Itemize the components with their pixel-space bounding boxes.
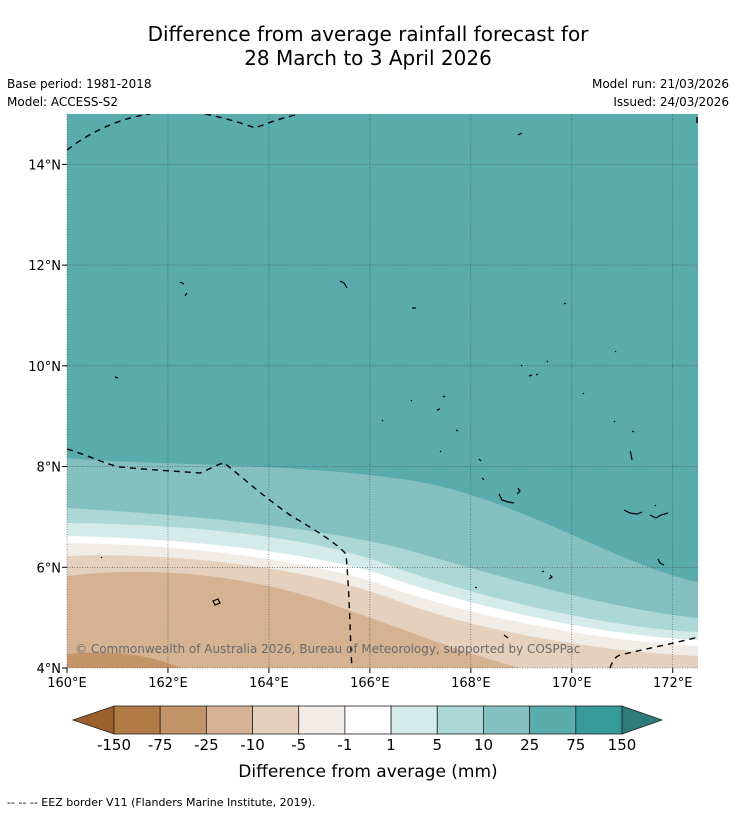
colorbar-swatch <box>159 705 207 735</box>
lat-label: 8°N <box>37 461 62 476</box>
colorbar-swatch <box>390 705 438 735</box>
island <box>114 376 119 379</box>
title-line-1: Difference from average rainfall forecas… <box>147 22 589 46</box>
eez-borders <box>67 114 698 668</box>
island <box>517 132 523 136</box>
island <box>381 419 384 422</box>
island <box>179 281 185 285</box>
lat-label: 10°N <box>28 360 61 375</box>
colorbar-tick-label: -1 <box>337 736 353 754</box>
lon-label: 160°E <box>47 676 87 691</box>
model-run-text: Model run: 21/03/2026 <box>591 77 729 91</box>
island <box>439 450 442 453</box>
island <box>548 574 553 580</box>
eez-line <box>67 448 353 668</box>
copyright-text: © Commonwealth of Australia 2026, Bureau… <box>75 642 580 656</box>
base-period-text: Base period: 1981-2018 <box>7 77 152 91</box>
model-text: Model: ACCESS-S2 <box>7 95 119 109</box>
meta-left: Base period: 1981-2018 Model: ACCESS-S2 <box>7 75 152 111</box>
colorbar <box>71 705 664 735</box>
title-line-2: 28 March to 3 April 2026 <box>244 46 492 70</box>
colorbar-swatch <box>205 705 253 735</box>
island <box>613 420 616 423</box>
colorbar-tick-label: 1 <box>386 736 396 754</box>
lon-label: 166°E <box>350 676 390 691</box>
island <box>410 399 413 402</box>
island <box>442 395 446 398</box>
band-minus10-minus25 <box>67 571 520 668</box>
island <box>541 570 545 573</box>
islands <box>100 132 669 639</box>
lon-label: 162°E <box>148 676 188 691</box>
island <box>478 458 482 462</box>
island <box>436 408 441 411</box>
island <box>516 487 521 495</box>
longitude-labels: 160°E 162°E 164°E 166°E 168°E 170°E 172°E <box>47 676 692 691</box>
colorbar-swatch <box>483 705 531 735</box>
island <box>654 504 657 507</box>
colorbar-swatch <box>252 705 300 735</box>
rainfall-contours <box>67 114 698 668</box>
colorbar-swatch <box>436 705 484 735</box>
colorbar-tick-label: 5 <box>432 736 443 754</box>
island <box>631 430 635 433</box>
colorbar-title: Difference from average (mm) <box>238 762 498 782</box>
island <box>657 558 665 566</box>
lat-label: 4°N <box>37 662 62 677</box>
island <box>498 493 515 504</box>
island <box>582 392 585 395</box>
island <box>184 292 188 297</box>
colorbar-swatch <box>344 705 392 735</box>
graticule <box>62 114 698 673</box>
island <box>623 509 643 515</box>
colorbar-tick-label: 25 <box>520 736 540 754</box>
colorbar-tick-label: 150 <box>607 736 637 754</box>
island <box>503 634 509 639</box>
map-title: Difference from average rainfall forecas… <box>0 22 736 70</box>
island <box>481 477 485 481</box>
lon-label: 168°E <box>451 676 491 691</box>
island <box>535 373 539 376</box>
island <box>546 360 549 363</box>
band-minus25-minus75 <box>67 652 180 668</box>
lat-label: 12°N <box>28 259 61 274</box>
colorbar-extend-high <box>621 705 664 735</box>
island <box>629 450 633 461</box>
eez-footnote: -- -- -- EEZ border V11 (Flanders Marine… <box>7 796 316 809</box>
colorbar-swatch <box>575 705 623 735</box>
island <box>528 374 533 377</box>
eez-line <box>609 636 698 668</box>
lat-label: 14°N <box>28 158 61 173</box>
island <box>455 429 459 432</box>
colorbar-tick-label: -10 <box>240 736 265 754</box>
island <box>614 350 617 353</box>
colorbar-tick-label: -75 <box>147 736 173 754</box>
colorbar-tick-label: 10 <box>473 736 493 754</box>
colorbar-tick-label: -5 <box>291 736 307 754</box>
colorbar-tick-label: 75 <box>566 736 586 754</box>
island <box>339 280 348 289</box>
lon-label: 170°E <box>552 676 592 691</box>
colorbar-swatch <box>529 705 577 735</box>
colorbar-swatch <box>113 705 161 735</box>
lat-label: 6°N <box>37 561 62 576</box>
lon-label: 164°E <box>249 676 289 691</box>
colorbar-swatch <box>298 705 346 735</box>
eez-line <box>67 114 151 151</box>
latitude-labels: 14°N 12°N 10°N 8°N 6°N 4°N <box>28 158 61 677</box>
island <box>649 512 669 519</box>
island <box>100 556 103 559</box>
issued-text: Issued: 24/03/2026 <box>613 95 729 109</box>
island <box>520 364 523 367</box>
island <box>212 598 221 606</box>
island <box>474 586 478 589</box>
island <box>563 302 567 305</box>
colorbar-tick-label: -25 <box>194 736 219 754</box>
colorbar-tick-label: -150 <box>96 736 132 754</box>
lon-label: 172°E <box>653 676 693 691</box>
colorbar-extend-low <box>71 705 115 735</box>
meta-right: Model run: 21/03/2026 Issued: 24/03/2026 <box>592 75 729 111</box>
